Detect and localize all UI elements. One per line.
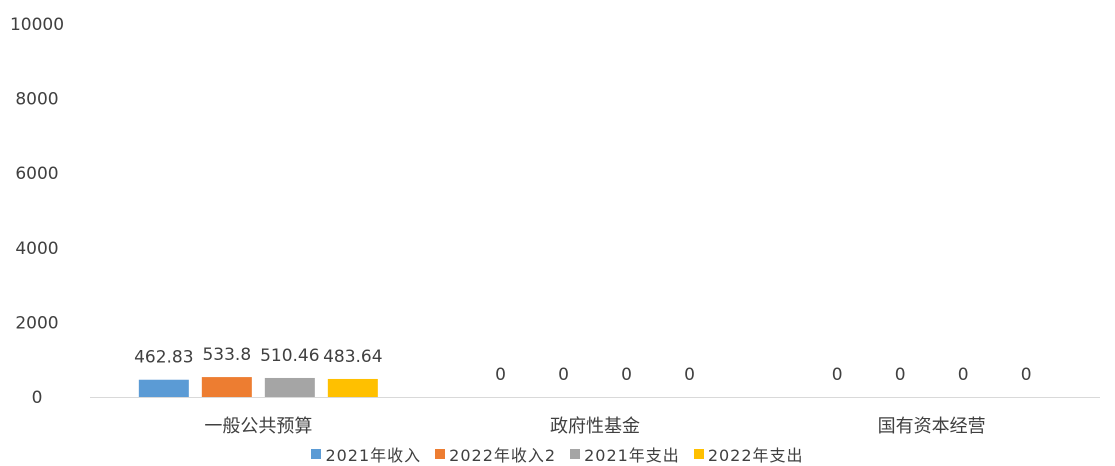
- y-tick-label: 4000: [15, 239, 58, 259]
- data-label: 0: [684, 365, 695, 385]
- category-label: 一般公共预算: [204, 416, 312, 437]
- legend-label: 2022年收入2: [449, 446, 557, 465]
- data-label: 0: [958, 365, 969, 385]
- legend-item: 2022年支出: [693, 442, 804, 466]
- bar: [264, 377, 315, 397]
- legend-swatch: [435, 449, 446, 459]
- legend-label: 2021年支出: [584, 446, 680, 465]
- data-labels-group: 462.83 533.8 510.46 483.64 0 0 0 0 0 0 0 0: [134, 345, 1031, 385]
- bar: [201, 377, 252, 397]
- legend: 2021年收入 2022年收入2 2021年支出 2022年支出: [0, 443, 1115, 465]
- legend-swatch: [570, 449, 581, 459]
- category-label: 政府性基金: [550, 416, 640, 437]
- y-tick-label: 8000: [15, 90, 58, 110]
- category-labels-group: 一般公共预算 政府性基金 国有资本经营: [204, 416, 985, 437]
- legend-label: 2022年支出: [707, 446, 804, 465]
- bar: [138, 379, 189, 397]
- data-label: 0: [1021, 365, 1032, 385]
- legend-swatch: [693, 449, 704, 459]
- data-label: 533.8: [202, 345, 251, 365]
- y-tick-label: 2000: [15, 313, 58, 333]
- legend-item: 2022年收入2: [435, 442, 556, 466]
- data-label: 0: [895, 365, 906, 385]
- data-label: 0: [558, 365, 569, 385]
- category-label: 国有资本经营: [878, 416, 986, 437]
- bar: [327, 378, 378, 397]
- legend-item: 2021年收入: [311, 442, 421, 466]
- data-label: 483.64: [323, 347, 382, 367]
- data-label: 0: [495, 365, 506, 385]
- y-tick-label: 0: [32, 388, 43, 408]
- data-label: 462.83: [134, 348, 193, 368]
- data-label: 0: [832, 365, 843, 385]
- legend-swatch: [311, 449, 322, 459]
- data-label: 0: [621, 365, 632, 385]
- y-tick-label: 6000: [15, 164, 58, 184]
- y-tick-label: 10000: [10, 15, 64, 35]
- legend-item: 2021年支出: [570, 442, 680, 466]
- bars-group: [138, 377, 378, 397]
- legend-label: 2021年收入: [325, 446, 422, 465]
- y-axis-ticks: 0 2000 4000 6000 8000 10000: [10, 15, 64, 408]
- data-label: 510.46: [260, 346, 319, 366]
